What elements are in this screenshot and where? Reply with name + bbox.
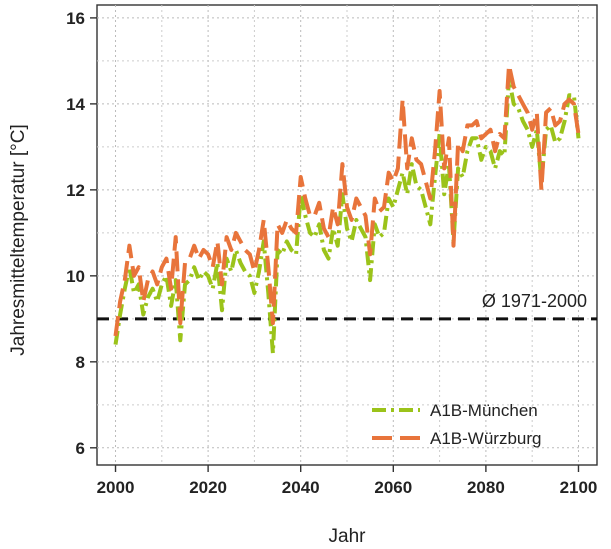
x-tick-label: 2080 [467, 478, 505, 497]
y-tick-label: 6 [76, 439, 85, 458]
legend-label: A1B-München [430, 401, 538, 420]
x-tick-label: 2040 [282, 478, 320, 497]
y-tick-label: 8 [76, 353, 85, 372]
legend-label: A1B-Würzburg [430, 429, 541, 448]
y-tick-label: 12 [66, 181, 85, 200]
x-tick-label: 2100 [560, 478, 598, 497]
series-line-wuerzburg [113, 63, 581, 337]
reference-line-label: Ø 1971-2000 [482, 291, 587, 311]
y-tick-label: 10 [66, 267, 85, 286]
x-tick-label: 2060 [374, 478, 412, 497]
legend: A1B-München A1B-Würzburg [372, 401, 541, 448]
series-group [113, 63, 581, 356]
y-axis-title: Jahresmitteltemperatur [°C] [8, 124, 29, 355]
series-line-muenchen [113, 76, 581, 356]
x-axis-title: Jahr [329, 526, 367, 547]
y-tick-label: 16 [66, 9, 85, 28]
x-tick-label: 2000 [97, 478, 135, 497]
axis-ticks: 2000 2020 2040 2060 2080 2100 6 8 10 12 14 16 [66, 9, 597, 497]
x-tick-label: 2020 [189, 478, 227, 497]
y-tick-label: 14 [66, 95, 85, 114]
